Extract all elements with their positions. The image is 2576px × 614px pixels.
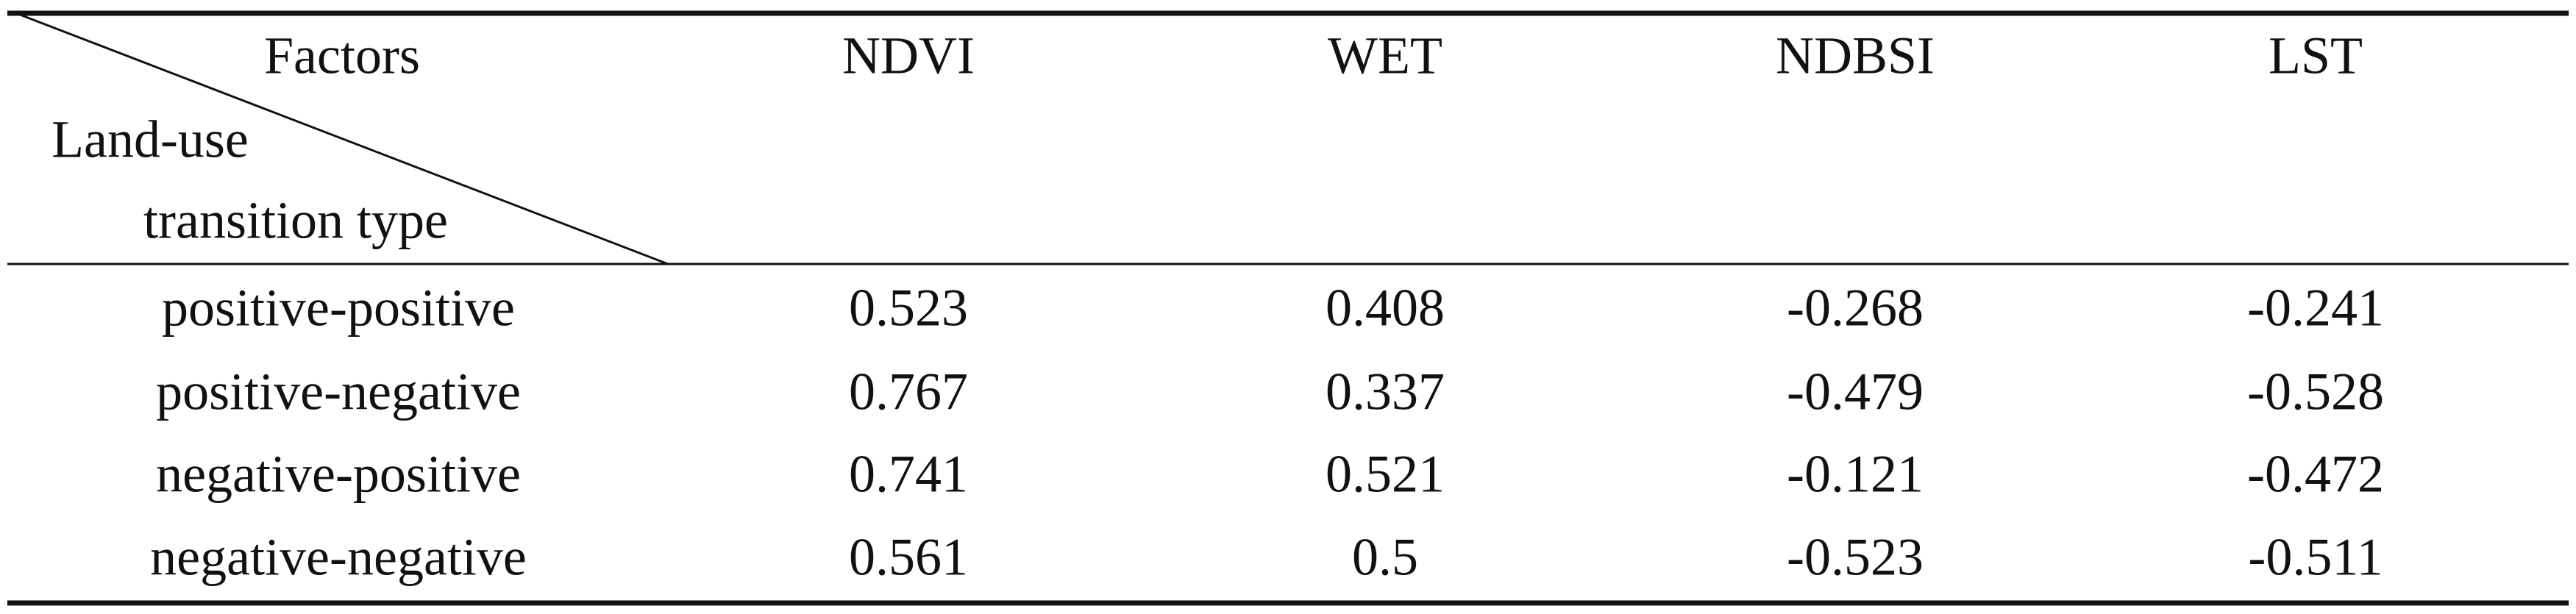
cell: -0.472 [2247,445,2384,504]
cell: -0.511 [2248,528,2383,587]
row-label: positive-positive [162,279,515,338]
column-header: Factors [264,26,420,85]
cell: 0.408 [1326,279,1445,338]
cell: 0.5 [1352,528,1418,587]
cell: 0.741 [849,445,968,504]
column-header: NDVI [842,26,975,85]
cell: 0.337 [1326,363,1445,421]
cell: -0.523 [1787,528,1924,587]
column-header: WET [1328,26,1442,85]
row-label: positive-negative [156,363,521,421]
cell: 0.767 [849,363,968,421]
cell: 0.523 [849,279,968,338]
diagonal [15,12,669,265]
cell: -0.528 [2247,363,2384,421]
cell: -0.479 [1787,363,1924,421]
row-header: transition type [143,191,448,250]
cell: -0.268 [1787,279,1924,338]
cell: 0.561 [849,528,968,587]
cell: -0.241 [2247,279,2384,338]
cell: 0.521 [1326,445,1445,504]
column-header: NDBSI [1776,26,1935,85]
column-header: LST [2269,26,2363,85]
row-header: Land-use [51,110,249,169]
row-label: negative-positive [156,445,521,504]
cell: -0.121 [1787,445,1924,504]
row-label: negative-negative [150,528,527,587]
